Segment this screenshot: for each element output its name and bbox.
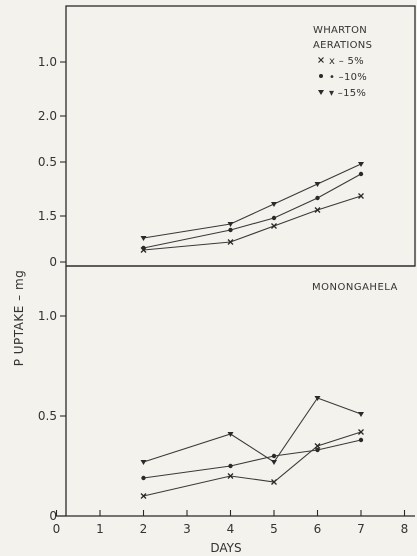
top-point-triangle [271, 202, 277, 207]
top-point-x [271, 223, 277, 229]
x-tick-label: 7 [357, 522, 365, 536]
top-series-line-dot [143, 173, 362, 249]
bottom-point-dot [141, 475, 146, 481]
top-panel: 0 0.5 1.0 1.5 2.0 [38, 55, 364, 269]
top-point-triangle [314, 182, 321, 187]
top-point-triangle [140, 236, 147, 241]
bottom-series-line-dot [143, 439, 362, 479]
top-point-dot [358, 171, 364, 177]
legend-entry-10pct: • –10% [329, 72, 367, 83]
legend-marker-x [318, 57, 324, 63]
legend-entry-15pct: ▾ –15% [329, 88, 366, 99]
top-point-triangle [227, 222, 234, 227]
bottom-panel-title: MONONGAHELA [312, 282, 398, 293]
bottom-point-dot [271, 453, 277, 459]
bottom-point-x [314, 443, 321, 449]
bottom-point-triangle [227, 432, 234, 437]
bottom-point-x [271, 479, 277, 485]
x-tick-label: 8 [401, 522, 409, 536]
legend-title-line-2: AERATIONS [313, 40, 372, 51]
x-axis-label: DAYS [210, 541, 241, 555]
x-tick-label: 2 [140, 522, 148, 536]
bottom-point-x [227, 473, 234, 479]
legend-marker-dot [319, 74, 323, 78]
top-y-tick-label: 1.0 [38, 55, 57, 69]
bottom-series-line-triangle [143, 397, 362, 463]
bottom-y-tick-label: 1.5 [38, 209, 57, 223]
x-tick-label: 1 [96, 522, 104, 536]
x-tick-label: 3 [183, 522, 191, 536]
bottom-y-tick-label: 2.0 [38, 109, 57, 123]
top-point-dot [228, 227, 233, 233]
bottom-series-line-x [143, 431, 362, 497]
x-tick-label: 6 [314, 522, 322, 536]
top-point-x [314, 207, 321, 213]
bottom-point-triangle [140, 460, 147, 465]
top-point-x [227, 239, 234, 245]
top-y-tick-label: 0.5 [38, 155, 57, 169]
bottom-panel: 0 0.5 1.0 1.5 2.0 0 1 2 3 4 5 6 7 8 [38, 109, 408, 536]
legend: WHARTON AERATIONS x – 5% • –10% ▾ –15% [313, 25, 372, 99]
legend-title-line-1: WHARTON [313, 25, 367, 36]
top-point-dot [315, 195, 320, 201]
x-tick-label: 4 [227, 522, 235, 536]
bottom-point-triangle [358, 412, 364, 417]
bottom-point-dot [358, 437, 364, 443]
bottom-y-tick-label: 0.5 [38, 409, 57, 423]
x-tick-label: 5 [270, 522, 278, 536]
legend-entry-5pct: x – 5% [329, 56, 364, 67]
bottom-point-x [358, 429, 364, 435]
top-point-x [358, 193, 364, 199]
bottom-y-tick-label: 1.0 [38, 309, 57, 323]
bottom-y-tick-label: 0 [49, 509, 57, 523]
bottom-point-dot [228, 463, 233, 469]
top-point-dot [271, 215, 277, 221]
x-tick-label: 0 [53, 522, 61, 536]
top-series-line-triangle [143, 163, 362, 239]
y-axis-label: P UPTAKE – mg [12, 270, 26, 367]
top-point-dot [141, 245, 146, 251]
top-point-triangle [358, 162, 364, 167]
bottom-point-x [140, 493, 147, 499]
bottom-point-triangle [314, 396, 321, 401]
legend-marker-triangle [318, 90, 324, 95]
bottom-point-triangle [271, 460, 277, 465]
bottom-point-dot [315, 447, 320, 453]
top-series-line-x [143, 195, 362, 251]
top-y-tick-label: 0 [49, 255, 57, 269]
